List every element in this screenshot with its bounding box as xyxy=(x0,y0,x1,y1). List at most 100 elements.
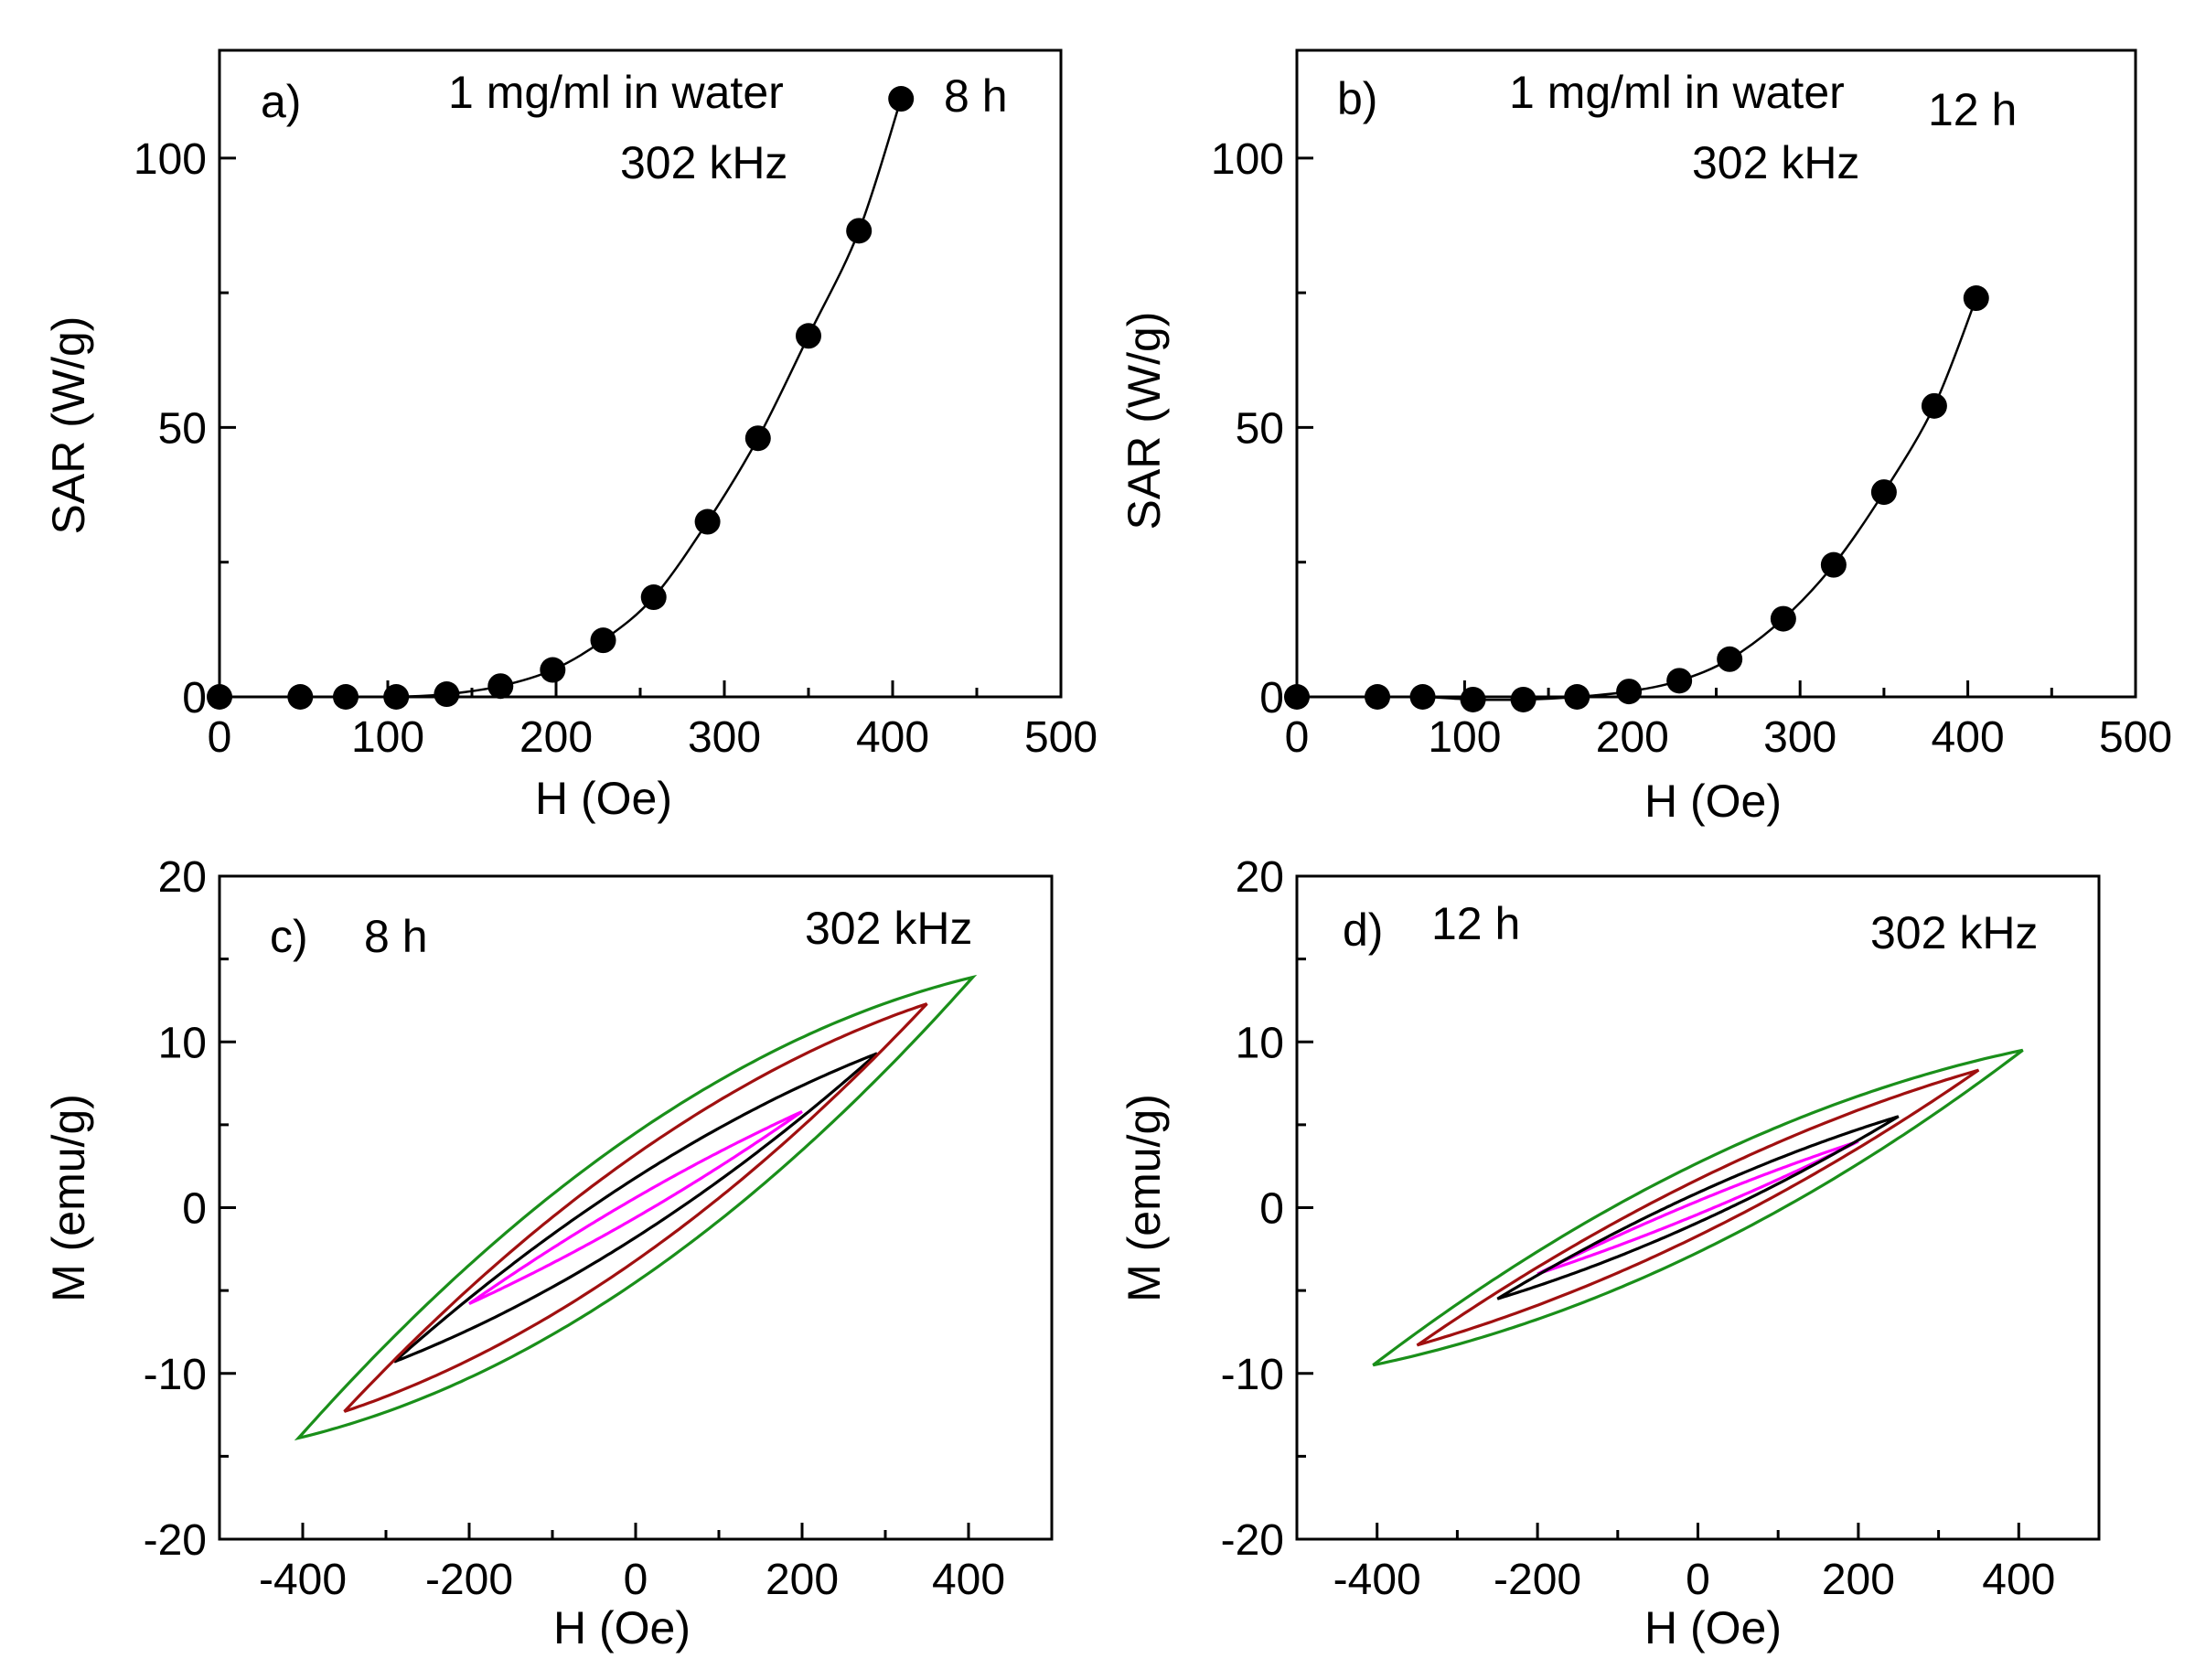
panel-a-data-point xyxy=(888,86,915,112)
panel-b-data-point xyxy=(1666,668,1693,694)
panel-a-x-axis-label: H (Oe) xyxy=(535,773,672,824)
panel-d-loop-405Oe xyxy=(1372,1048,2024,1367)
panel-c-x-tick-label: -400 xyxy=(259,1556,347,1604)
panel-a-data-point xyxy=(383,684,410,710)
panel-a-y-axis-label: SAR (W/g) xyxy=(43,316,94,535)
panel-c-y-tick-label: -10 xyxy=(144,1351,207,1399)
panel-d-loop-350Oe xyxy=(1416,1068,1980,1347)
panel-c-label: c) xyxy=(270,911,308,962)
panel-a-y-tick-label: 50 xyxy=(158,404,207,453)
panel-b-data-point xyxy=(1409,684,1436,710)
panel-a-annotation-concentration: 1 mg/ml in water xyxy=(448,67,784,118)
panel-b-y-tick-label: 0 xyxy=(1259,674,1284,722)
panel-c-y-tick-label: -20 xyxy=(144,1516,207,1565)
panel-c-x-tick-label: 400 xyxy=(932,1556,1005,1604)
panel-a-x-tick-label: 200 xyxy=(519,713,593,762)
panel-a-x-tick-label: 500 xyxy=(1024,713,1098,762)
panel-b-label: b) xyxy=(1337,73,1377,124)
panel-a-y-tick-label: 0 xyxy=(182,674,207,722)
panel-b-x-tick-label: 100 xyxy=(1428,713,1501,762)
panel-b-data-point xyxy=(1510,686,1536,712)
panel-b-y-tick-label: 100 xyxy=(1211,135,1284,184)
panel-b-data-point xyxy=(1820,551,1847,578)
panel-b-data-point xyxy=(1963,285,1989,312)
panel-b-data-point xyxy=(1564,684,1590,710)
panel-c-loop-290Oe xyxy=(393,1052,878,1364)
panel-d-y-axis-label: M (emu/g) xyxy=(1119,1094,1170,1302)
panel-b-annotation-concentration: 1 mg/ml in water xyxy=(1509,67,1845,118)
panel-a-data-point xyxy=(434,681,460,708)
panel-a-data-point xyxy=(640,584,667,611)
panel-a-x-tick-label: 100 xyxy=(351,713,424,762)
panel-a-annotation-frequency: 302 kHz xyxy=(620,137,787,188)
panel-c-y-tick-label: 10 xyxy=(158,1019,207,1067)
panel-c-x-tick-label: 200 xyxy=(766,1556,839,1604)
panel-b-data-point xyxy=(1717,646,1743,672)
panel-c-loop-200Oe xyxy=(468,1109,803,1306)
panel-d-plot-frame xyxy=(1295,874,2101,1541)
panel-d-y-tick-label: 20 xyxy=(1236,853,1284,902)
panel-b-x-tick-label: 500 xyxy=(2099,713,2172,762)
panel-a-data-point xyxy=(487,673,514,700)
panel-c-loop-350Oe xyxy=(343,1002,928,1413)
panel-a-x-tick-label: 0 xyxy=(208,713,232,762)
panel-d-y-tick-label: 10 xyxy=(1236,1019,1284,1067)
panel-d-x-axis-label: H (Oe) xyxy=(1644,1602,1782,1653)
panel-b-y-axis-label: SAR (W/g) xyxy=(1119,312,1170,530)
panel-b-annotation-time: 12 h xyxy=(1928,84,2017,135)
panel-a-data-point xyxy=(540,657,566,683)
panel-a-data-point xyxy=(846,218,873,244)
panel-a-x-tick-label: 400 xyxy=(856,713,929,762)
panel-c-x-axis-label: H (Oe) xyxy=(553,1602,691,1653)
panel-a-data-point xyxy=(744,425,771,452)
panel-c-plot-frame xyxy=(218,874,1054,1541)
panel-b-x-tick-label: 300 xyxy=(1763,713,1836,762)
panel-d-annotation-frequency: 302 kHz xyxy=(1870,907,2038,958)
panel-a-data-point xyxy=(694,508,721,535)
panel-b-data-point xyxy=(1870,479,1897,506)
panel-a-label: a) xyxy=(261,76,301,127)
panel-c-y-tick-label: 0 xyxy=(182,1185,207,1234)
panel-b-x-axis-label: H (Oe) xyxy=(1644,776,1782,827)
panel-c-y-axis-label: M (emu/g) xyxy=(43,1094,94,1302)
panel-d-x-tick-label: -400 xyxy=(1333,1556,1421,1604)
panel-a-data-point xyxy=(333,684,359,710)
panel-d-hysteresis-12h: d) 12 h 302 kHz H (Oe) M (emu/g) -400 -20… xyxy=(1119,853,2101,1653)
panel-c-loop-405Oe xyxy=(294,974,978,1441)
panel-d-x-tick-label: 200 xyxy=(1822,1556,1895,1604)
panel-d-annotation-time: 12 h xyxy=(1431,898,1520,949)
panel-a-annotation-time: 8 h xyxy=(944,70,1008,122)
panel-d-loop-200Oe xyxy=(1536,1140,1859,1276)
panel-a-data-point xyxy=(590,627,616,654)
panel-c-y-tick-label: 20 xyxy=(158,853,207,902)
panel-b-x-tick-label: 400 xyxy=(1932,713,2005,762)
panel-b-data-point xyxy=(1616,679,1643,705)
panel-d-x-tick-label: 400 xyxy=(1982,1556,2055,1604)
panel-c-annotation-time: 8 h xyxy=(364,911,428,962)
panel-b-data-point xyxy=(1770,605,1796,632)
panel-d-y-tick-label: 0 xyxy=(1259,1185,1284,1234)
panel-b-x-tick-label: 0 xyxy=(1285,713,1310,762)
panel-a-data-point xyxy=(796,323,821,349)
panel-d-x-tick-label: 0 xyxy=(1686,1556,1710,1604)
panel-a-fit-line xyxy=(220,98,903,699)
panel-b-data-point xyxy=(1460,686,1486,712)
panel-a-y-tick-label: 100 xyxy=(134,135,207,184)
panel-a-sar-8h: a) 1 mg/ml in water 302 kHz 8 h H (Oe) S… xyxy=(43,48,1098,824)
panel-d-loop-250Oe xyxy=(1496,1115,1900,1300)
panel-b-data-point xyxy=(1921,392,1947,419)
panel-d-y-tick-label: -20 xyxy=(1221,1516,1284,1565)
panel-b-x-tick-label: 200 xyxy=(1596,713,1669,762)
panel-b-sar-12h: b) 1 mg/ml in water 302 kHz 12 h H (Oe) … xyxy=(1119,48,2172,827)
panel-a-data-point xyxy=(207,684,232,710)
panel-c-annotation-frequency: 302 kHz xyxy=(805,903,972,954)
panel-b-annotation-frequency: 302 kHz xyxy=(1692,137,1859,188)
panel-a-x-tick-label: 300 xyxy=(688,713,761,762)
panel-a-data-point xyxy=(287,684,314,710)
panel-c-hysteresis-8h: c) 8 h 302 kHz H (Oe) M (emu/g) -400 -200… xyxy=(43,853,1054,1653)
panel-c-x-tick-label: -200 xyxy=(425,1556,513,1604)
panel-d-x-tick-label: -200 xyxy=(1494,1556,1581,1604)
panel-d-label: d) xyxy=(1343,904,1383,956)
panel-c-x-tick-label: 0 xyxy=(624,1556,648,1604)
